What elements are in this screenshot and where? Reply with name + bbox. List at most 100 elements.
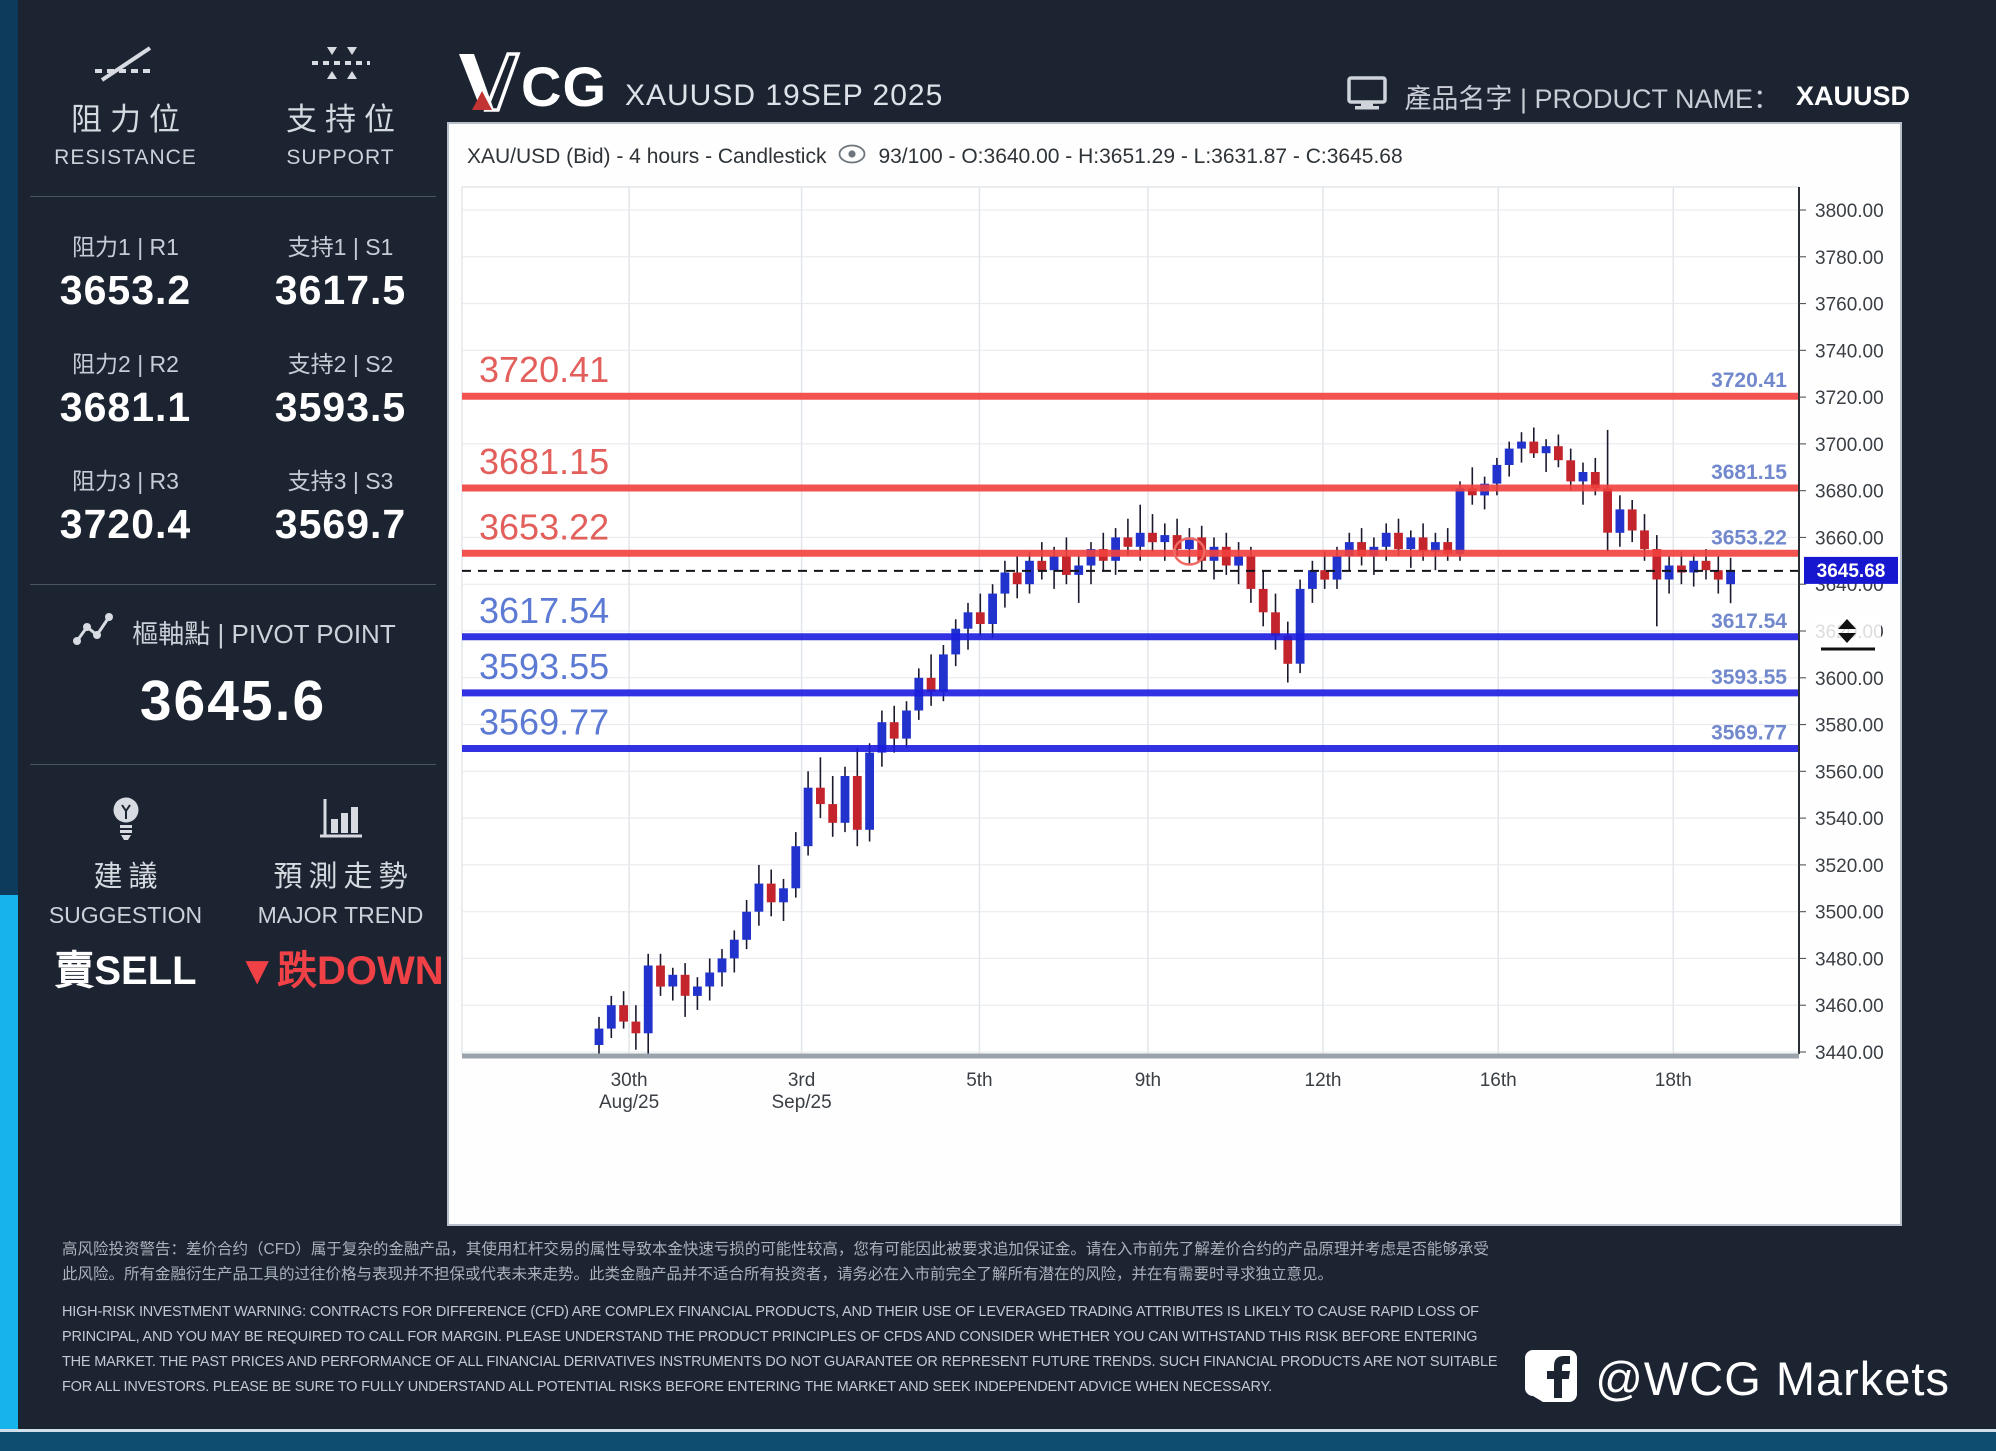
trend-title-zh: 預測走勢 (273, 861, 414, 893)
sidebar-divider (30, 764, 436, 765)
svg-text:3600.00: 3600.00 (1815, 669, 1884, 690)
resistance-title-zh: 阻力位 (71, 102, 188, 137)
svg-text:3681.15: 3681.15 (479, 441, 609, 482)
suggestion-value: 賣SELL (54, 949, 197, 993)
support-arrows-icon (233, 40, 448, 86)
svg-text:3520.00: 3520.00 (1815, 856, 1884, 877)
svg-text:CG: CG (521, 55, 605, 114)
svg-text:3653.22: 3653.22 (1711, 526, 1787, 549)
support-title-zh: 支持位 (286, 102, 403, 137)
disclaimer-zh: 高风险投资警告：差价合约（CFD）属于复杂的金融产品，其使用杠杆交易的属性导致本… (62, 1241, 1489, 1283)
trend-title-en: MAJOR TREND (257, 902, 424, 928)
pivot-label: 樞軸點 | PIVOT POINT (132, 619, 396, 649)
s3-label: 支持3 | S3 (287, 468, 394, 494)
suggestion-section: 建議 SUGGESTION 賣SELL (18, 793, 233, 996)
svg-text:Sep/25: Sep/25 (771, 1092, 831, 1113)
report-title: XAUUSD 19SEP 2025 (625, 79, 944, 112)
svg-text:3660.00: 3660.00 (1815, 528, 1884, 549)
svg-text:3460.00: 3460.00 (1815, 996, 1884, 1017)
svg-text:3500.00: 3500.00 (1815, 903, 1884, 924)
resistance-item-r2: 阻力2 | R2 3681.1 (18, 345, 233, 431)
svg-text:3645.68: 3645.68 (1817, 561, 1886, 582)
suggestion-title-zh: 建議 (93, 861, 164, 893)
svg-text:30th: 30th (611, 1070, 648, 1091)
svg-text:18th: 18th (1655, 1070, 1692, 1091)
r1-value: 3653.2 (59, 267, 192, 313)
left-accent-stripe-dark (0, 0, 18, 895)
product-name-label: 產品名字 | PRODUCT NAME： (1404, 84, 1780, 114)
svg-text:3780.00: 3780.00 (1815, 248, 1884, 269)
support-item-s3: 支持3 | S3 3569.7 (233, 462, 448, 548)
svg-text:3680.00: 3680.00 (1815, 482, 1884, 503)
disclaimer: 高风险投资警告：差价合约（CFD）属于复杂的金融产品，其使用杠杆交易的属性导致本… (62, 1237, 1502, 1400)
support-title-en: SUPPORT (286, 146, 395, 169)
r3-value: 3720.4 (59, 501, 192, 547)
major-trend-section: 預測走勢 MAJOR TREND ▼跌DOWN (233, 793, 448, 996)
resistance-title-en: RESISTANCE (54, 146, 197, 169)
svg-text:3593.55: 3593.55 (479, 646, 609, 687)
svg-text:3560.00: 3560.00 (1815, 762, 1884, 783)
chart-symbol-label: XAU/USD (Bid) - 4 hours - Candlestick (467, 145, 827, 168)
s2-value: 3593.5 (274, 384, 407, 430)
svg-text:3617.54: 3617.54 (1711, 610, 1787, 633)
sidebar: 阻力位 RESISTANCE 支持位 SUPPORT 阻力1 | R1 3653… (18, 40, 448, 996)
facebook-icon (1523, 1348, 1579, 1409)
resistance-trendline-icon (18, 40, 233, 86)
candlestick-chart-panel: XAU/USD (Bid) - 4 hours - Candlestick 93… (447, 122, 1902, 1226)
svg-text:3580.00: 3580.00 (1815, 716, 1884, 737)
svg-text:16th: 16th (1480, 1070, 1517, 1091)
support-section: 支持位 SUPPORT (233, 40, 448, 170)
support-item-s2: 支持2 | S2 3593.5 (233, 345, 448, 431)
pivot-value: 3645.6 (139, 669, 327, 733)
support-item-s1: 支持1 | S1 3617.5 (233, 228, 448, 314)
pivot-zigzag-icon (70, 609, 116, 656)
pivot-point-section: 樞軸點 | PIVOT POINT 3645.6 (18, 609, 448, 734)
r3-label: 阻力3 | R3 (72, 468, 179, 494)
social-handle: @WCG Markets (1523, 1348, 1950, 1409)
svg-text:3593.55: 3593.55 (1711, 666, 1787, 689)
svg-text:3440.00: 3440.00 (1815, 1043, 1884, 1064)
eye-icon (838, 144, 866, 170)
sidebar-divider (30, 584, 436, 585)
svg-text:3720.41: 3720.41 (1711, 369, 1787, 392)
s2-label: 支持2 | S2 (287, 351, 394, 377)
chart-ohlc-label: 93/100 - O:3640.00 - H:3651.29 - L:3631.… (878, 145, 1403, 168)
svg-text:3480.00: 3480.00 (1815, 949, 1884, 970)
svg-text:3569.77: 3569.77 (1711, 722, 1787, 745)
lightbulb-icon (18, 793, 233, 845)
s1-value: 3617.5 (274, 267, 407, 313)
svg-text:9th: 9th (1135, 1070, 1161, 1091)
s1-label: 支持1 | S1 (287, 234, 394, 260)
svg-text:3540.00: 3540.00 (1815, 809, 1884, 830)
s3-value: 3569.7 (274, 501, 407, 547)
resistance-item-r1: 阻力1 | R1 3653.2 (18, 228, 233, 314)
product-name-block: 產品名字 | PRODUCT NAME： XAUUSD (1346, 74, 1910, 119)
sidebar-divider (30, 196, 436, 197)
svg-text:Aug/25: Aug/25 (599, 1092, 659, 1113)
disclaimer-en: HIGH-RISK INVESTMENT WARNING: CONTRACTS … (62, 1304, 1498, 1395)
svg-text:3720.41: 3720.41 (479, 349, 609, 390)
suggestion-title-en: SUGGESTION (48, 902, 203, 928)
svg-text:3681.15: 3681.15 (1711, 461, 1787, 484)
svg-text:3rd: 3rd (788, 1070, 815, 1091)
wcg-logo-icon: CG (455, 50, 606, 119)
left-accent-stripe-cyan (0, 895, 18, 1451)
svg-text:3740.00: 3740.00 (1815, 341, 1884, 362)
product-name-value: XAUUSD (1795, 81, 1910, 111)
svg-text:3760.00: 3760.00 (1815, 295, 1884, 316)
r1-label: 阻力1 | R1 (72, 234, 179, 260)
svg-text:12th: 12th (1305, 1070, 1342, 1091)
bar-chart-icon (233, 793, 448, 845)
header: CG XAUUSD 19SEP 2025 (455, 50, 943, 119)
svg-text:3700.00: 3700.00 (1815, 435, 1884, 456)
svg-text:3653.22: 3653.22 (479, 506, 609, 547)
monitor-icon (1346, 74, 1388, 119)
social-handle-text: @WCG Markets (1595, 1352, 1950, 1405)
svg-text:3720.00: 3720.00 (1815, 388, 1884, 409)
chart-title: XAU/USD (Bid) - 4 hours - Candlestick 93… (467, 144, 1403, 170)
r2-label: 阻力2 | R2 (72, 351, 179, 377)
bottom-accent-bar (0, 1429, 1996, 1451)
svg-text:3617.54: 3617.54 (479, 590, 609, 631)
r2-value: 3681.1 (59, 384, 192, 430)
resistance-section: 阻力位 RESISTANCE (18, 40, 233, 170)
